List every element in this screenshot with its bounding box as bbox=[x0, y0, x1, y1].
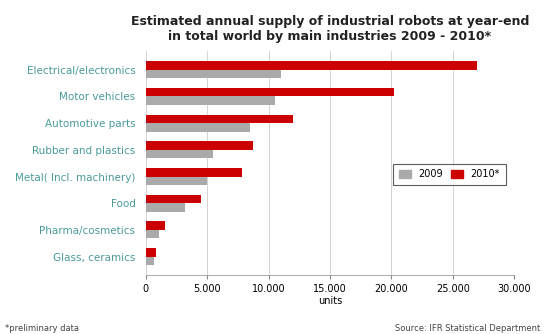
Bar bbox=[146, 61, 477, 70]
Bar bbox=[146, 115, 293, 123]
Bar bbox=[146, 221, 165, 230]
Bar bbox=[146, 141, 253, 150]
Legend: 2009, 2010*: 2009, 2010* bbox=[393, 164, 506, 185]
Bar bbox=[146, 176, 207, 185]
X-axis label: units: units bbox=[318, 296, 342, 306]
Bar bbox=[146, 123, 250, 132]
Text: Source: IFR Statistical Department: Source: IFR Statistical Department bbox=[395, 324, 541, 333]
Bar bbox=[146, 257, 155, 265]
Bar bbox=[146, 195, 201, 203]
Bar bbox=[146, 88, 394, 97]
Title: Estimated annual supply of industrial robots at year-end
in total world by main : Estimated annual supply of industrial ro… bbox=[131, 15, 529, 43]
Bar bbox=[146, 97, 275, 105]
Bar bbox=[146, 168, 241, 176]
Text: *preliminary data: *preliminary data bbox=[5, 324, 80, 333]
Bar bbox=[146, 248, 156, 257]
Bar bbox=[146, 203, 185, 212]
Bar bbox=[146, 230, 159, 238]
Bar bbox=[146, 150, 213, 158]
Bar bbox=[146, 70, 281, 78]
